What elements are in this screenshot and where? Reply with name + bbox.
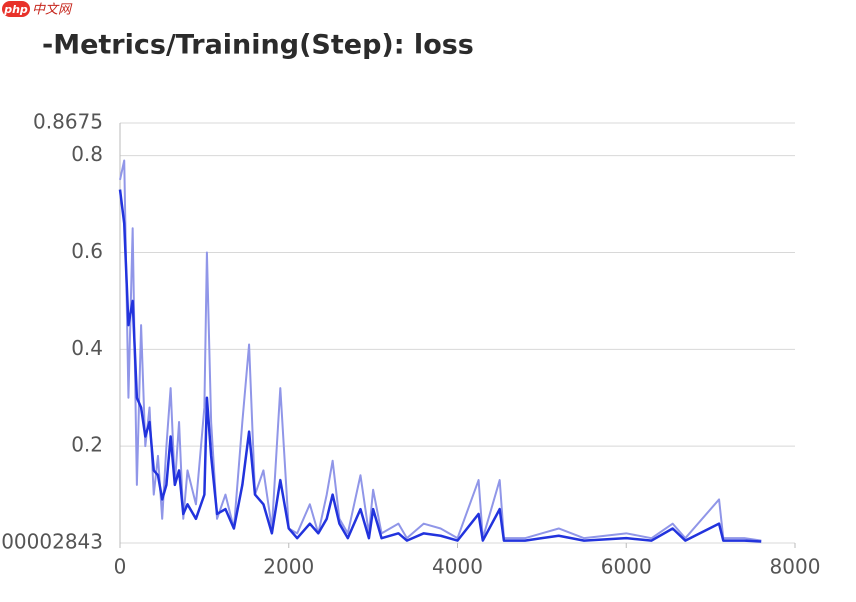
- watermark-logo-bg: [2, 1, 30, 17]
- y-tick-label: 0.4: [71, 336, 103, 360]
- chart-title: -Metrics/Training(Step): loss: [42, 30, 474, 61]
- y-tick-label: 0.00002843: [0, 530, 103, 554]
- y-tick-label: 0.8675: [33, 110, 103, 134]
- series-line: [118, 189, 762, 543]
- x-tick-label: 6000: [601, 555, 652, 579]
- x-tick-label: 8000: [770, 555, 821, 579]
- y-tick-label: 0.6: [71, 239, 103, 263]
- x-tick-label: 2000: [263, 555, 314, 579]
- y-tick-label: 0.2: [71, 433, 103, 457]
- watermark-text: 中文网: [32, 2, 73, 18]
- series-line: [119, 159, 762, 542]
- watermark-logo: php: [3, 3, 28, 16]
- x-tick-label: 0: [114, 555, 127, 579]
- y-tick-label: 0.8: [71, 142, 103, 166]
- watermark: php 中文网: [2, 1, 73, 18]
- x-tick-label: 4000: [432, 555, 483, 579]
